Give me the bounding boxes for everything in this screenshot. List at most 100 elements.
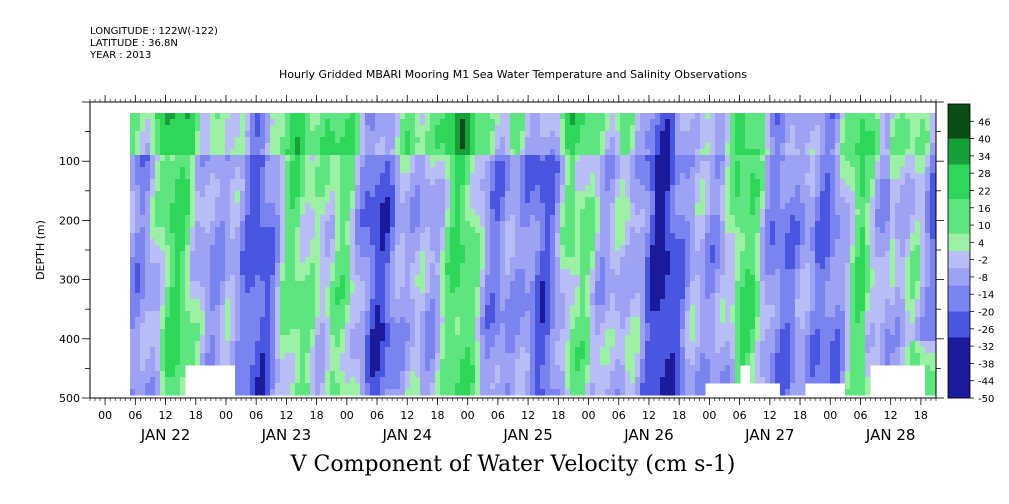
heatmap-cell <box>540 119 546 126</box>
heatmap-cell <box>545 125 551 132</box>
heatmap-cell <box>505 335 511 342</box>
heatmap-cell <box>305 269 311 276</box>
heatmap-cell <box>175 167 181 174</box>
heatmap-cell <box>320 191 326 198</box>
heatmap-cell <box>660 143 666 150</box>
heatmap-cell <box>520 353 526 360</box>
heatmap-cell <box>580 191 586 198</box>
heatmap-cell <box>220 323 226 330</box>
heatmap-cell <box>220 233 226 240</box>
heatmap-cell <box>395 275 401 282</box>
heatmap-cell <box>165 203 171 210</box>
heatmap-cell <box>560 305 566 312</box>
heatmap-cell <box>255 263 261 270</box>
heatmap-cell <box>580 365 586 372</box>
heatmap-cell <box>440 287 446 294</box>
heatmap-cell <box>210 143 216 150</box>
heatmap-cell <box>580 347 586 354</box>
heatmap-cell <box>655 191 661 198</box>
heatmap-cell <box>140 341 146 348</box>
heatmap-cell <box>140 371 146 378</box>
heatmap-cell <box>270 305 276 312</box>
heatmap-cell <box>500 257 506 264</box>
heatmap-cell <box>160 221 166 228</box>
heatmap-cell <box>150 341 156 348</box>
heatmap-cell <box>210 179 216 186</box>
heatmap-cell <box>390 197 396 204</box>
heatmap-cell <box>245 383 251 390</box>
heatmap-cell <box>660 305 666 312</box>
heatmap-cell <box>260 359 266 366</box>
heatmap-cell <box>560 371 566 378</box>
heatmap-cell <box>615 269 621 276</box>
heatmap-cell <box>390 131 396 138</box>
heatmap-cell <box>230 299 236 306</box>
heatmap-cell <box>595 383 601 390</box>
heatmap-cell <box>390 143 396 150</box>
heatmap-cell <box>145 167 151 174</box>
heatmap-cell <box>430 305 436 312</box>
heatmap-cell <box>555 335 561 342</box>
heatmap-cell <box>185 113 191 120</box>
heatmap-cell <box>275 143 281 150</box>
heatmap-cell <box>440 245 446 252</box>
heatmap-cell <box>310 125 316 132</box>
heatmap-cell <box>420 215 426 222</box>
heatmap-cell <box>390 275 396 282</box>
heatmap-cell <box>585 227 591 234</box>
heatmap-cell <box>310 323 316 330</box>
heatmap-cell <box>465 287 471 294</box>
heatmap-cell <box>575 215 581 222</box>
heatmap-cell <box>190 161 196 168</box>
heatmap-cell <box>320 233 326 240</box>
heatmap-cell <box>290 365 296 372</box>
heatmap-cell <box>210 293 216 300</box>
heatmap-cell <box>405 197 411 204</box>
heatmap-cell <box>520 317 526 324</box>
heatmap-cell <box>130 245 136 252</box>
heatmap-cell <box>560 299 566 306</box>
heatmap-cell <box>135 167 141 174</box>
heatmap-cell <box>590 275 596 282</box>
heatmap-cell <box>495 389 501 396</box>
heatmap-cell <box>650 167 656 174</box>
heatmap-cell <box>640 155 646 162</box>
heatmap-cell <box>610 353 616 360</box>
heatmap-cell <box>335 311 341 318</box>
heatmap-cell <box>300 167 306 174</box>
heatmap-cell <box>265 149 271 156</box>
heatmap-cell <box>585 233 591 240</box>
heatmap-cell <box>225 143 231 150</box>
heatmap-cell <box>555 191 561 198</box>
heatmap-cell <box>510 299 516 306</box>
heatmap-cell <box>545 179 551 186</box>
heatmap-cell <box>595 371 601 378</box>
heatmap-cell <box>240 299 246 306</box>
heatmap-cell <box>215 143 221 150</box>
heatmap-cell <box>240 323 246 330</box>
heatmap-cell <box>515 167 521 174</box>
heatmap-cell <box>650 215 656 222</box>
heatmap-cell <box>315 269 321 276</box>
heatmap-cell <box>300 227 306 234</box>
heatmap-cell <box>500 221 506 228</box>
heatmap-cell <box>550 245 556 252</box>
heatmap-cell <box>540 275 546 282</box>
heatmap-cell <box>285 191 291 198</box>
heatmap-cell <box>355 233 361 240</box>
heatmap-cell <box>395 359 401 366</box>
heatmap-cell <box>305 137 311 144</box>
heatmap-cell <box>445 191 451 198</box>
heatmap-cell <box>260 263 266 270</box>
heatmap-cell <box>530 173 536 180</box>
heatmap-cell <box>260 239 266 246</box>
heatmap-cell <box>620 377 626 384</box>
heatmap-cell <box>600 119 606 126</box>
heatmap-cell <box>500 353 506 360</box>
heatmap-cell <box>255 173 261 180</box>
heatmap-cell <box>430 287 436 294</box>
heatmap-cell <box>260 293 266 300</box>
heatmap-cell <box>260 275 266 282</box>
heatmap-cell <box>170 221 176 228</box>
heatmap-cell <box>270 227 276 234</box>
